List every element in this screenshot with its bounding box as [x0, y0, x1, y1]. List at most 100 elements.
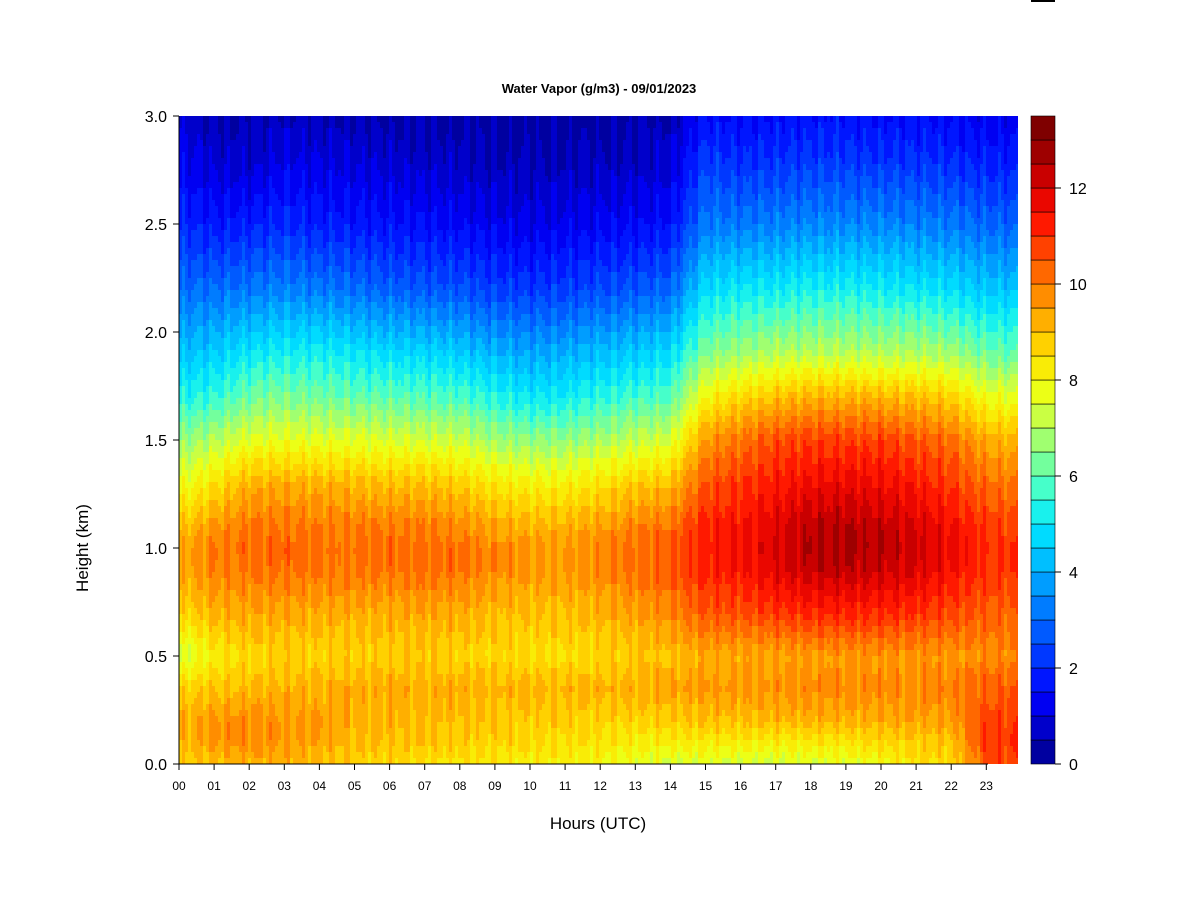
heatmap-cell	[212, 128, 216, 135]
heatmap-cell	[206, 626, 210, 633]
heatmap-cell	[215, 698, 219, 705]
heatmap-cell	[230, 350, 234, 357]
heatmap-cell	[188, 410, 192, 417]
heatmap-cell	[227, 596, 231, 603]
heatmap-cell	[191, 428, 195, 435]
heatmap-cell	[212, 590, 216, 597]
heatmap-cell	[218, 206, 222, 213]
heatmap-cell	[188, 422, 192, 429]
heatmap-cell	[188, 296, 192, 303]
heatmap-cell	[212, 158, 216, 165]
heatmap-cell	[191, 494, 195, 501]
heatmap-cell	[209, 284, 213, 291]
heatmap-cell	[182, 710, 186, 717]
heatmap-cell	[188, 134, 192, 141]
heatmap-cell	[191, 206, 195, 213]
heatmap-cell	[227, 134, 231, 141]
heatmap-cell	[182, 224, 186, 231]
heatmap-cell	[188, 224, 192, 231]
heatmap-cell	[215, 248, 219, 255]
heatmap-cell	[215, 224, 219, 231]
heatmap-cell	[182, 374, 186, 381]
heatmap-cell	[215, 524, 219, 531]
heatmap-cell	[221, 458, 225, 465]
heatmap-cell	[197, 380, 201, 387]
heatmap-cell	[197, 326, 201, 333]
heatmap-cell	[203, 710, 207, 717]
heatmap-cell	[179, 470, 183, 477]
heatmap-cell	[221, 440, 225, 447]
heatmap-cell	[197, 506, 201, 513]
heatmap-cell	[227, 260, 231, 267]
heatmap-cell	[206, 608, 210, 615]
heatmap-cell	[230, 266, 234, 273]
heatmap-cell	[182, 752, 186, 759]
heatmap-cell	[194, 164, 198, 171]
heatmap-cell	[221, 434, 225, 441]
heatmap-cell	[212, 266, 216, 273]
heatmap-cell	[185, 362, 189, 369]
heatmap-cell	[200, 332, 204, 339]
heatmap-cell	[200, 494, 204, 501]
heatmap-cell	[212, 320, 216, 327]
heatmap-cell	[224, 206, 228, 213]
heatmap-cell	[221, 314, 225, 321]
heatmap-cell	[221, 356, 225, 363]
heatmap-cell	[227, 626, 231, 633]
heatmap-cell	[215, 320, 219, 327]
heatmap-cell	[218, 482, 222, 489]
heatmap-cell	[230, 572, 234, 579]
heatmap-cell	[203, 560, 207, 567]
heatmap-cell	[179, 218, 183, 225]
heatmap-cell	[203, 386, 207, 393]
heatmap-cell	[197, 284, 201, 291]
heatmap-cell	[188, 590, 192, 597]
heatmap-cell	[182, 554, 186, 561]
heatmap-cell	[194, 716, 198, 723]
heatmap-cell	[188, 188, 192, 195]
heatmap-cell	[179, 380, 183, 387]
heatmap-cell	[215, 680, 219, 687]
heatmap-cell	[197, 254, 201, 261]
heatmap-cell	[200, 290, 204, 297]
heatmap-cell	[218, 686, 222, 693]
heatmap-cell	[191, 290, 195, 297]
heatmap-cell	[206, 512, 210, 519]
heatmap-cell	[179, 362, 183, 369]
heatmap-cell	[221, 200, 225, 207]
heatmap-cell	[227, 164, 231, 171]
heatmap-cell	[188, 176, 192, 183]
heatmap-cell	[203, 128, 207, 135]
heatmap-cell	[179, 608, 183, 615]
heatmap-cell	[212, 446, 216, 453]
heatmap-cell	[185, 548, 189, 555]
heatmap-cell	[227, 116, 231, 123]
heatmap-cell	[203, 218, 207, 225]
heatmap-cell	[203, 332, 207, 339]
heatmap-cell	[188, 314, 192, 321]
heatmap-cell	[209, 422, 213, 429]
heatmap-cell	[194, 530, 198, 537]
heatmap-cell	[221, 242, 225, 249]
heatmap-cell	[221, 206, 225, 213]
heatmap-cell	[218, 674, 222, 681]
heatmap-cell	[206, 584, 210, 591]
heatmap-cell	[188, 206, 192, 213]
heatmap-cell	[221, 182, 225, 189]
heatmap-cell	[182, 506, 186, 513]
heatmap-cell	[221, 134, 225, 141]
heatmap-cell	[221, 248, 225, 255]
heatmap-cell	[218, 224, 222, 231]
heatmap-cell	[215, 296, 219, 303]
heatmap-cell	[188, 638, 192, 645]
heatmap-cell	[218, 734, 222, 741]
heatmap-cell	[203, 692, 207, 699]
heatmap-cell	[230, 248, 234, 255]
heatmap-cell	[224, 404, 228, 411]
heatmap-cell	[212, 134, 216, 141]
heatmap-cell	[203, 500, 207, 507]
heatmap-cell	[212, 542, 216, 549]
heatmap-cell	[203, 176, 207, 183]
heatmap-cell	[224, 674, 228, 681]
heatmap-cell	[200, 374, 204, 381]
